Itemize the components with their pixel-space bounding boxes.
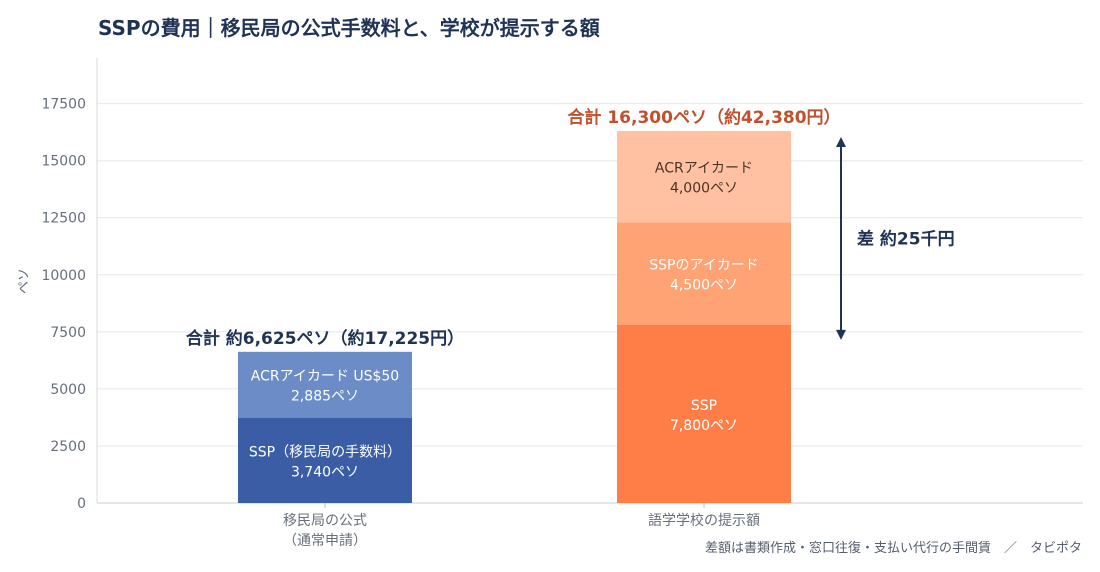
x-tick-label: 移民局の公式 <box>283 513 367 529</box>
chart-title: SSPの費用｜移民局の公式手数料と、学校が提示する額 <box>98 16 600 40</box>
bar-segment <box>238 417 412 503</box>
labels: SSP（移民局の手数料） 3,740ペソ ACRアイカード US$50 2,885ペソ… <box>186 107 955 480</box>
difference-arrow-head-bottom <box>836 329 846 340</box>
y-tick-label: 10000 <box>41 268 86 284</box>
bar-segment <box>617 222 791 325</box>
segment-label: SSP（移民局の手数料） <box>249 444 401 460</box>
bar-segment <box>617 325 791 503</box>
bar-segment <box>617 131 791 223</box>
y-tick-label: 5000 <box>50 382 86 398</box>
x-tick-label-line2: （通常申請） <box>283 533 367 549</box>
y-tick-label: 2500 <box>50 439 86 455</box>
bars <box>238 131 791 503</box>
segment-value-label: 7,800ペソ <box>670 418 738 434</box>
bar-total-label: 合計 16,300ペソ（約42,380円） <box>567 107 840 128</box>
segment-label: SSP <box>691 398 717 414</box>
bar-total-label: 合計 約6,625ペソ（約17,225円） <box>186 328 464 349</box>
difference-label: 差 約25千円 <box>857 228 955 249</box>
difference-arrow-head-top <box>836 137 846 148</box>
y-tick-label: 15000 <box>41 154 86 170</box>
y-tick-label: 12500 <box>41 211 86 227</box>
footnote: 差額は書類作成・窓口往復・支払い代行の手間賃 ／ タビポタ <box>704 541 1082 556</box>
segment-value-label: 4,000ペソ <box>670 181 738 197</box>
segment-label: SSPのアイカード <box>649 258 759 274</box>
y-tick-label: 7500 <box>50 325 86 341</box>
segment-value-label: 2,885ペソ <box>291 389 359 405</box>
y-axis-label: ペソ <box>17 268 32 294</box>
segment-value-label: 3,740ペソ <box>291 464 359 480</box>
y-tick-label: 0 <box>77 496 86 512</box>
segment-label: ACRアイカード <box>655 161 753 177</box>
bar-segment <box>238 351 412 418</box>
segment-label: ACRアイカード US$50 <box>251 369 399 385</box>
axes: 0 2500 5000 7500 10000 12500 15000 17500 ペソ移民局の公… <box>17 58 1083 549</box>
x-tick-label: 語学学校の提示額 <box>648 512 760 529</box>
segment-value-label: 4,500ペソ <box>670 278 738 294</box>
y-tick-label: 17500 <box>41 97 86 113</box>
